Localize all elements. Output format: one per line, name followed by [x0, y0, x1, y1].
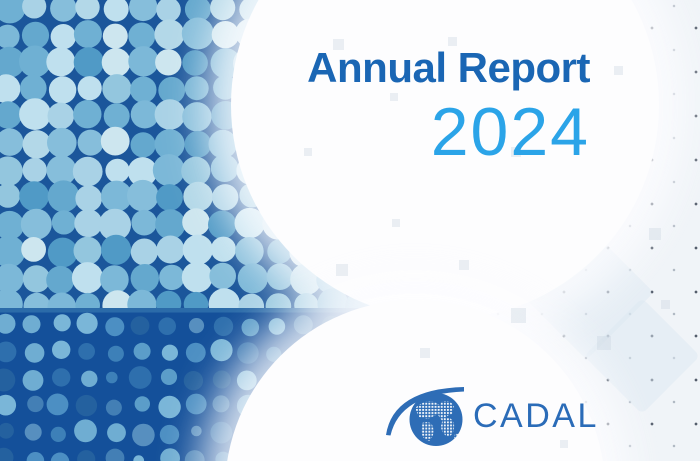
report-year: 2024 — [430, 94, 590, 171]
cadal-logo: CADAL — [385, 378, 620, 460]
swoosh-arc-icon — [386, 387, 464, 436]
title-block: Annual Report 2024 — [307, 44, 590, 166]
globe-icon — [386, 387, 464, 446]
page-title: Annual Report — [307, 44, 590, 91]
logo-wordmark: CADAL — [473, 397, 599, 435]
